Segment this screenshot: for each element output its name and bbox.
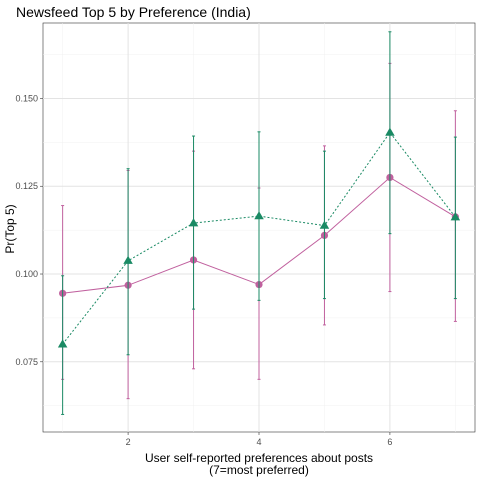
data-point-triangle <box>319 220 330 229</box>
chart-title: Newsfeed Top 5 by Preference (India) <box>16 4 251 20</box>
x-tick-label: 2 <box>126 437 131 447</box>
series-layer <box>57 31 461 415</box>
data-point-triangle <box>57 339 68 348</box>
data-point-triangle <box>385 127 395 136</box>
y-tick-label: 0.075 <box>15 357 38 367</box>
data-point-triangle <box>188 218 199 227</box>
data-point-triangle <box>254 211 264 220</box>
y-axis-title: Pr(Top 5) <box>3 204 17 253</box>
x-tick-label: 6 <box>387 437 392 447</box>
y-tick-label: 0.125 <box>15 181 38 191</box>
x-axis-title-line1: User self-reported preferences about pos… <box>145 451 373 465</box>
x-axis-title-line2: (7=most preferred) <box>209 463 309 477</box>
x-tick-label: 4 <box>256 437 261 447</box>
y-tick-label: 0.100 <box>15 269 38 279</box>
data-point-triangle <box>123 255 133 264</box>
axis-layer: 2 4 6 0.075 0.100 0.125 0.150 <box>15 93 392 447</box>
y-tick-label: 0.150 <box>15 93 38 103</box>
data-point-triangle <box>450 212 461 221</box>
series-2 <box>57 31 461 415</box>
